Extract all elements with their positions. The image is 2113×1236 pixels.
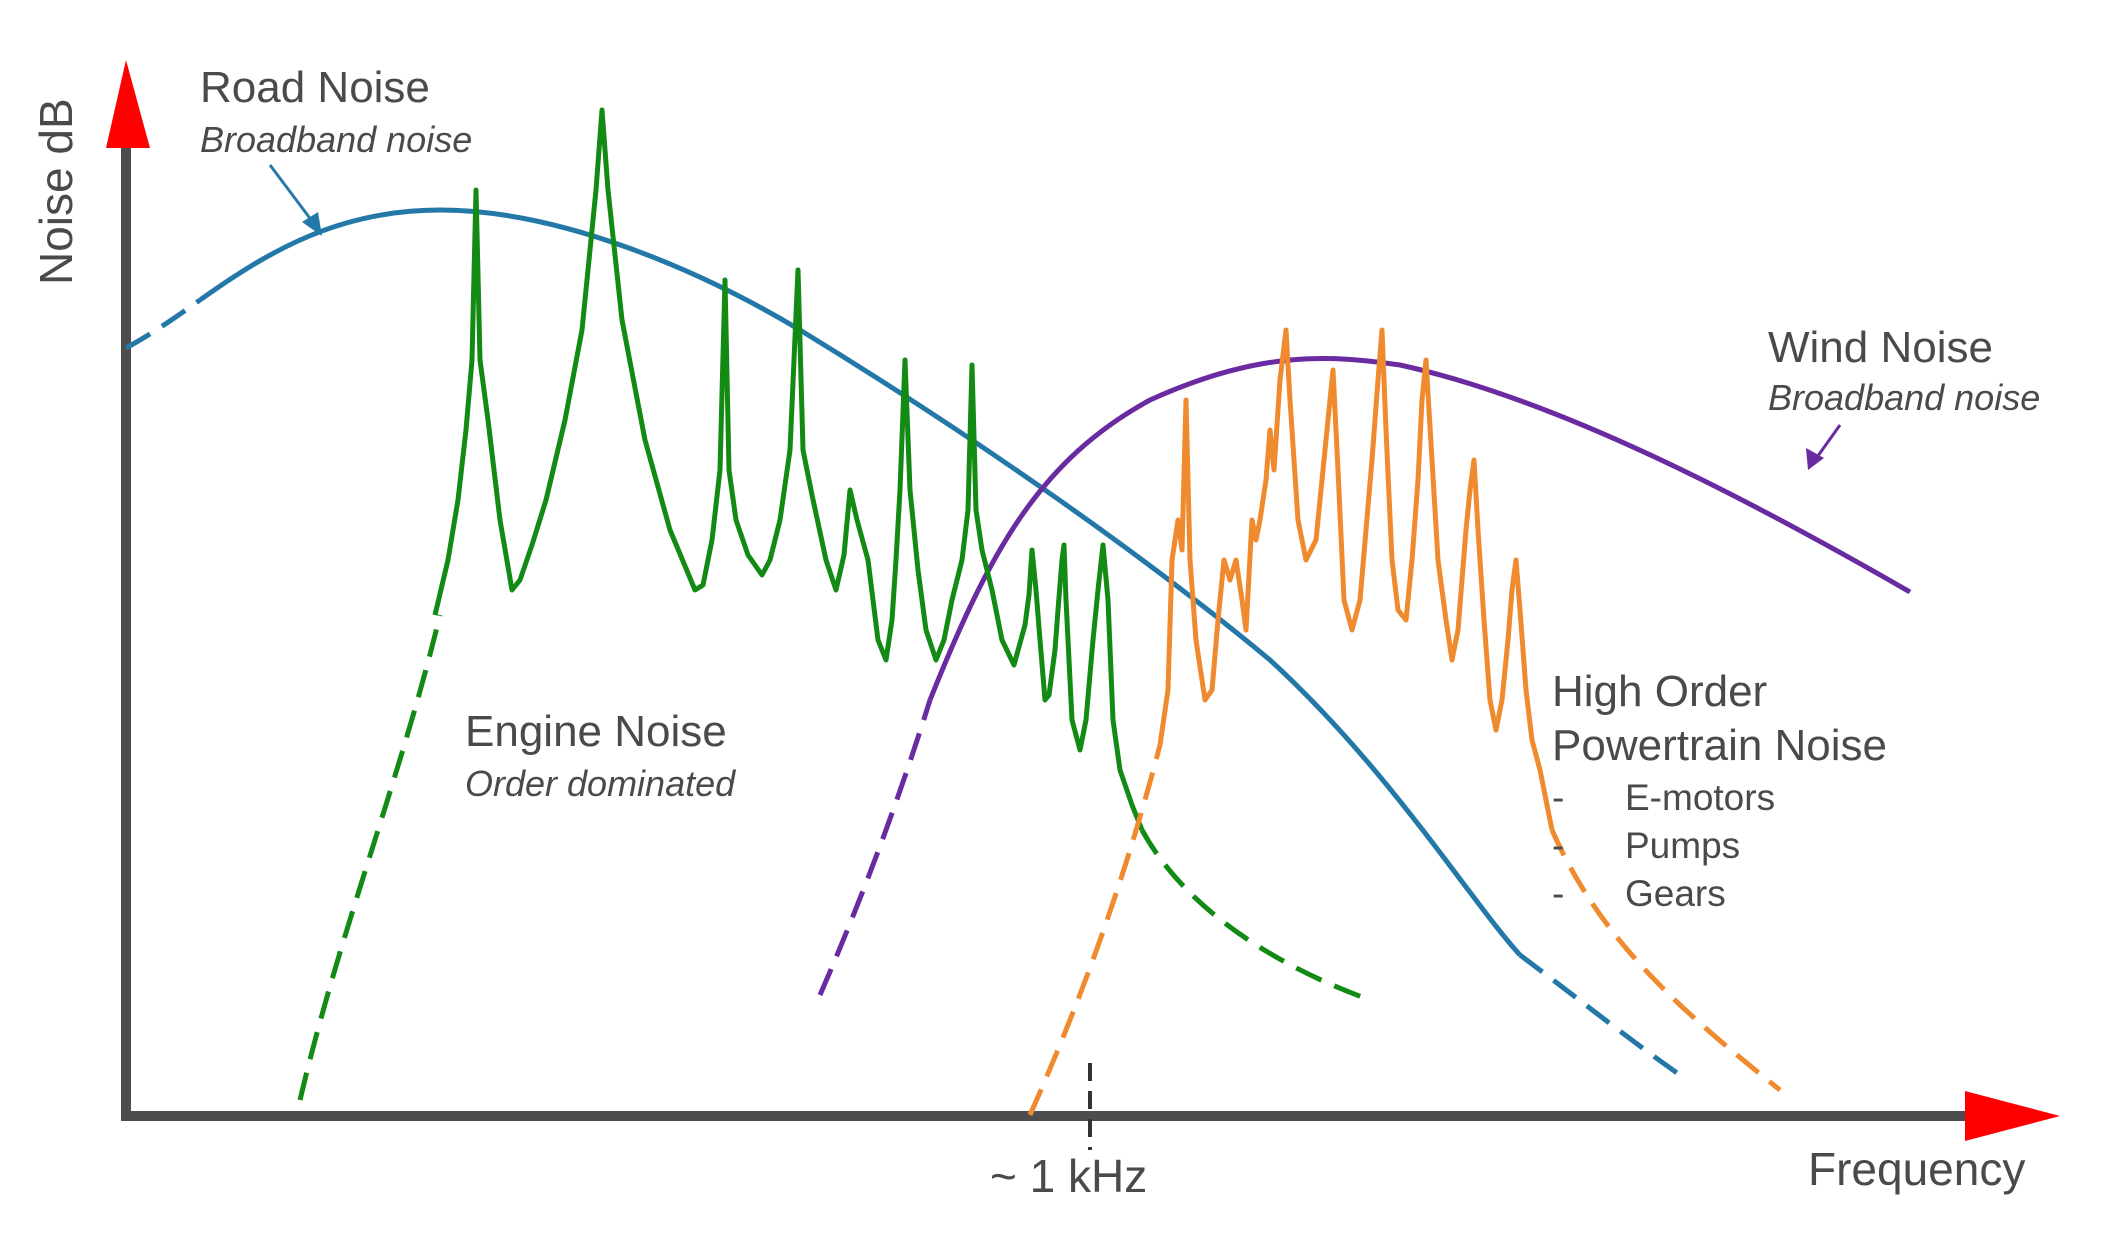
- road-noise-curve-dashed: [124, 297, 202, 351]
- road-noise-subtitle: Broadband noise: [200, 119, 472, 160]
- x-axis-label: Frequency: [1808, 1143, 2025, 1195]
- high-order-list: - E-motors - Pumps - Gears: [1552, 777, 1775, 914]
- engine-noise-spectrum: [432, 107, 1145, 831]
- wind-noise-curve: [927, 355, 1912, 701]
- list-item-dash: -: [1552, 777, 1564, 818]
- y-axis-label: Noise dB: [30, 98, 82, 285]
- powertrain-noise-spectrum: [1157, 327, 1555, 831]
- one-khz-label: ~ 1 kHz: [990, 1150, 1147, 1202]
- list-item-label: Pumps: [1625, 825, 1740, 866]
- road-noise-pointer-arrow: [268, 164, 322, 236]
- powertrain-noise-rise-dashed: [1027, 744, 1163, 1117]
- engine-noise-subtitle: Order dominated: [465, 763, 736, 804]
- wind-noise-curve-dashed: [817, 699, 933, 996]
- engine-noise-title: Engine Noise: [465, 707, 727, 756]
- list-item-dash: -: [1552, 825, 1564, 866]
- road-noise-curve-tail-dashed: [1518, 953, 1682, 1078]
- list-item-label: E-motors: [1625, 777, 1775, 818]
- list-item-label: Gears: [1625, 873, 1726, 914]
- wind-noise-pointer-arrow: [1806, 424, 1842, 470]
- wind-noise-subtitle: Broadband noise: [1768, 377, 2040, 418]
- y-axis-arrowhead: [106, 60, 150, 148]
- road-noise-title: Road Noise: [200, 63, 430, 112]
- high-order-title-line1: High Order: [1552, 667, 1767, 716]
- x-axis-arrowhead: [1965, 1091, 2060, 1141]
- powertrain-noise-tail-dashed: [1549, 828, 1782, 1092]
- engine-noise-rise-dashed: [297, 614, 443, 1101]
- high-order-title-line2: Powertrain Noise: [1552, 721, 1887, 770]
- engine-noise-tail-dashed: [1139, 828, 1371, 1003]
- road-noise-curve: [198, 207, 1522, 957]
- wind-noise-title: Wind Noise: [1768, 323, 1993, 372]
- list-item-dash: -: [1552, 873, 1564, 914]
